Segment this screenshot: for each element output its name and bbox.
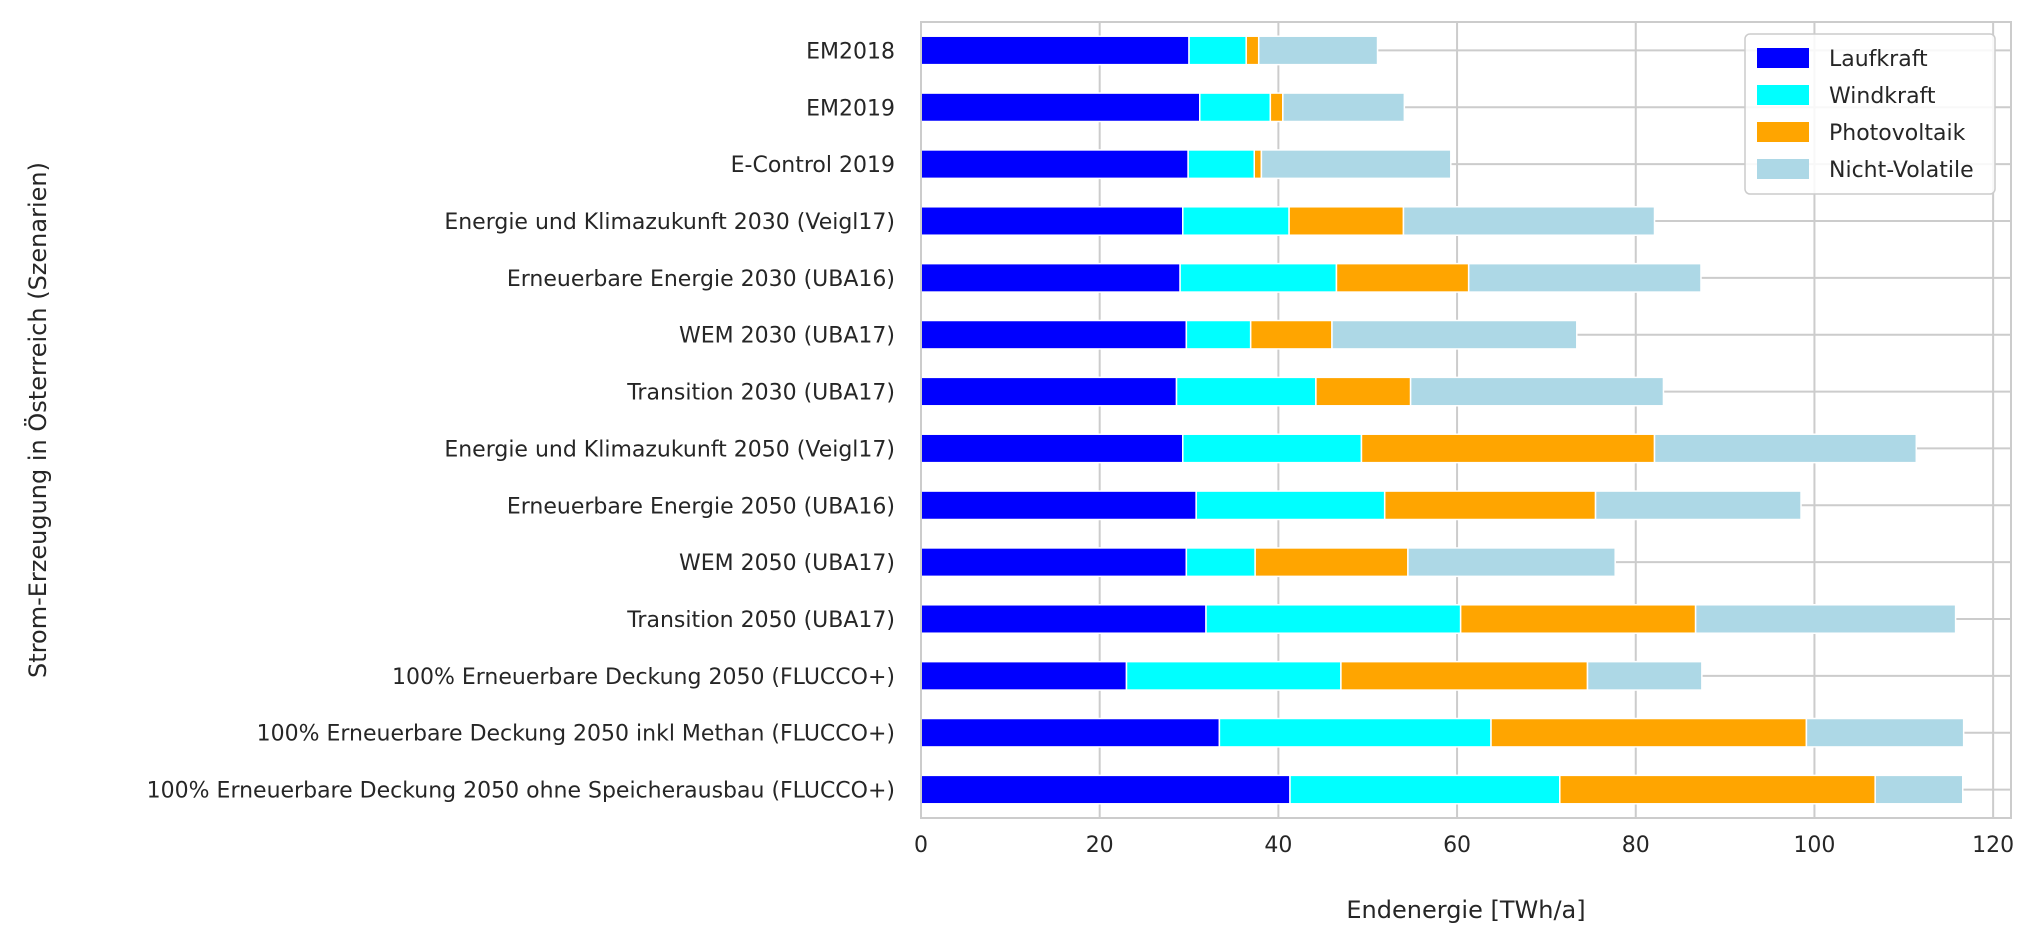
- y-tick-label: EM2019: [806, 96, 895, 121]
- y-tick-label: Energie und Klimazukunft 2050 (Veigl17): [444, 437, 895, 462]
- bar-segment: [1340, 660, 1589, 691]
- bar-segment: [1594, 490, 1802, 521]
- bar-segment: [1360, 433, 1656, 464]
- bar-segment: [1402, 206, 1656, 236]
- y-axis-label: Strom-Erzeugung in Österreich (Szenarien…: [23, 162, 52, 678]
- x-tick-label: 120: [1972, 833, 2014, 858]
- y-tick-label: 100% Erneuerbare Deckung 2050 (FLUCCO+): [392, 665, 895, 690]
- legend-box: [1744, 33, 1996, 195]
- bar-segment: [1315, 376, 1412, 407]
- bar-segment: [920, 149, 1189, 180]
- bar-segment: [1175, 376, 1317, 407]
- legend-label: Photovoltaik: [1829, 121, 1966, 146]
- bar-segment: [1805, 717, 1965, 748]
- bar-segment: [1559, 774, 1876, 805]
- bar-segment: [920, 376, 1178, 407]
- legend-label: Nicht-Volatile: [1829, 158, 1974, 183]
- bar-segment: [1331, 319, 1578, 350]
- bar-segment: [920, 319, 1188, 350]
- bar-segment: [1199, 92, 1272, 123]
- bar-segment: [1245, 35, 1260, 66]
- x-tick-label: 100: [1793, 833, 1835, 858]
- y-tick-label: Transition 2030 (UBA17): [626, 381, 895, 406]
- bar-segment: [1253, 149, 1263, 180]
- y-tick-label: WEM 2030 (UBA17): [679, 324, 895, 349]
- y-tick-label: Erneuerbare Energie 2050 (UBA16): [507, 494, 895, 519]
- bar-segment: [1653, 433, 1918, 464]
- bar-segment: [1249, 319, 1333, 350]
- bar-segment: [920, 92, 1201, 123]
- bar-segment: [920, 547, 1188, 578]
- x-axis-label: Endenergie [TWh/a]: [1346, 896, 1585, 924]
- bar-segment: [1586, 660, 1703, 691]
- bar-segment: [1254, 547, 1409, 578]
- legend-swatch: [1757, 159, 1809, 179]
- bar-segment: [920, 660, 1128, 691]
- y-tick-label: Energie und Klimazukunft 2030 (Veigl17): [444, 210, 895, 235]
- bar-segment: [1185, 547, 1256, 578]
- bar-segment: [1260, 149, 1452, 180]
- bar-segment: [1179, 262, 1338, 293]
- x-tick-label: 40: [1264, 833, 1292, 858]
- plot-frame: [920, 21, 2012, 819]
- bar-segment: [1185, 319, 1252, 350]
- y-tick-label: E-Control 2019: [731, 153, 895, 178]
- bar-segment: [1182, 433, 1363, 464]
- bar-segment: [920, 490, 1197, 521]
- bar-segment: [1257, 35, 1379, 66]
- y-tick-label: 100% Erneuerbare Deckung 2050 ohne Speic…: [147, 779, 895, 804]
- bar-segment: [1694, 604, 1957, 634]
- legend-label: Laufkraft: [1829, 47, 1928, 72]
- bar-segment: [1205, 604, 1462, 634]
- bar-segment: [1282, 92, 1406, 123]
- bar-segment: [1125, 660, 1342, 691]
- bar-segment: [1218, 717, 1492, 748]
- legend-swatch: [1757, 122, 1809, 142]
- x-tick-label: 60: [1443, 833, 1471, 858]
- y-tick-label: WEM 2050 (UBA17): [679, 551, 895, 576]
- x-tick-label: 0: [914, 833, 928, 858]
- bar-segment: [920, 262, 1181, 293]
- bar-segment: [1459, 604, 1697, 634]
- bar-segment: [1335, 262, 1470, 293]
- bar-segment: [1195, 490, 1386, 521]
- bar-segment: [1188, 35, 1247, 66]
- bar-segment: [1182, 206, 1290, 236]
- bar-segment: [1187, 149, 1256, 180]
- x-tick-label: 20: [1086, 833, 1114, 858]
- bar-segment: [920, 604, 1207, 634]
- bar-segment: [920, 717, 1221, 748]
- legend: Laufkraft Windkraft Photovoltaik Nicht-Vola…: [1744, 33, 1996, 195]
- bar-segment: [920, 206, 1184, 236]
- bar-segment: [1467, 262, 1702, 293]
- y-tick-label: EM2018: [806, 39, 895, 64]
- x-tick-label: 80: [1622, 833, 1650, 858]
- legend-swatch: [1757, 48, 1809, 68]
- bar-segment: [1409, 376, 1665, 407]
- legend-swatch: [1757, 85, 1809, 105]
- bar-segment: [1490, 717, 1808, 748]
- y-tick-label: 100% Erneuerbare Deckung 2050 inkl Metha…: [257, 722, 895, 747]
- bar-segment: [1874, 774, 1964, 805]
- bar-segment: [1288, 206, 1405, 236]
- legend-label: Windkraft: [1829, 84, 1936, 109]
- bar-segment: [1269, 92, 1284, 123]
- bar-segment: [920, 774, 1291, 805]
- y-tick-label: Transition 2050 (UBA17): [626, 608, 895, 633]
- bar-segment: [1289, 774, 1561, 805]
- bar-segment: [920, 433, 1184, 464]
- y-tick-label: Erneuerbare Energie 2030 (UBA16): [507, 267, 895, 292]
- bar-segment: [1383, 490, 1597, 521]
- bar-segment: [920, 35, 1190, 66]
- bar-segment: [1407, 547, 1616, 578]
